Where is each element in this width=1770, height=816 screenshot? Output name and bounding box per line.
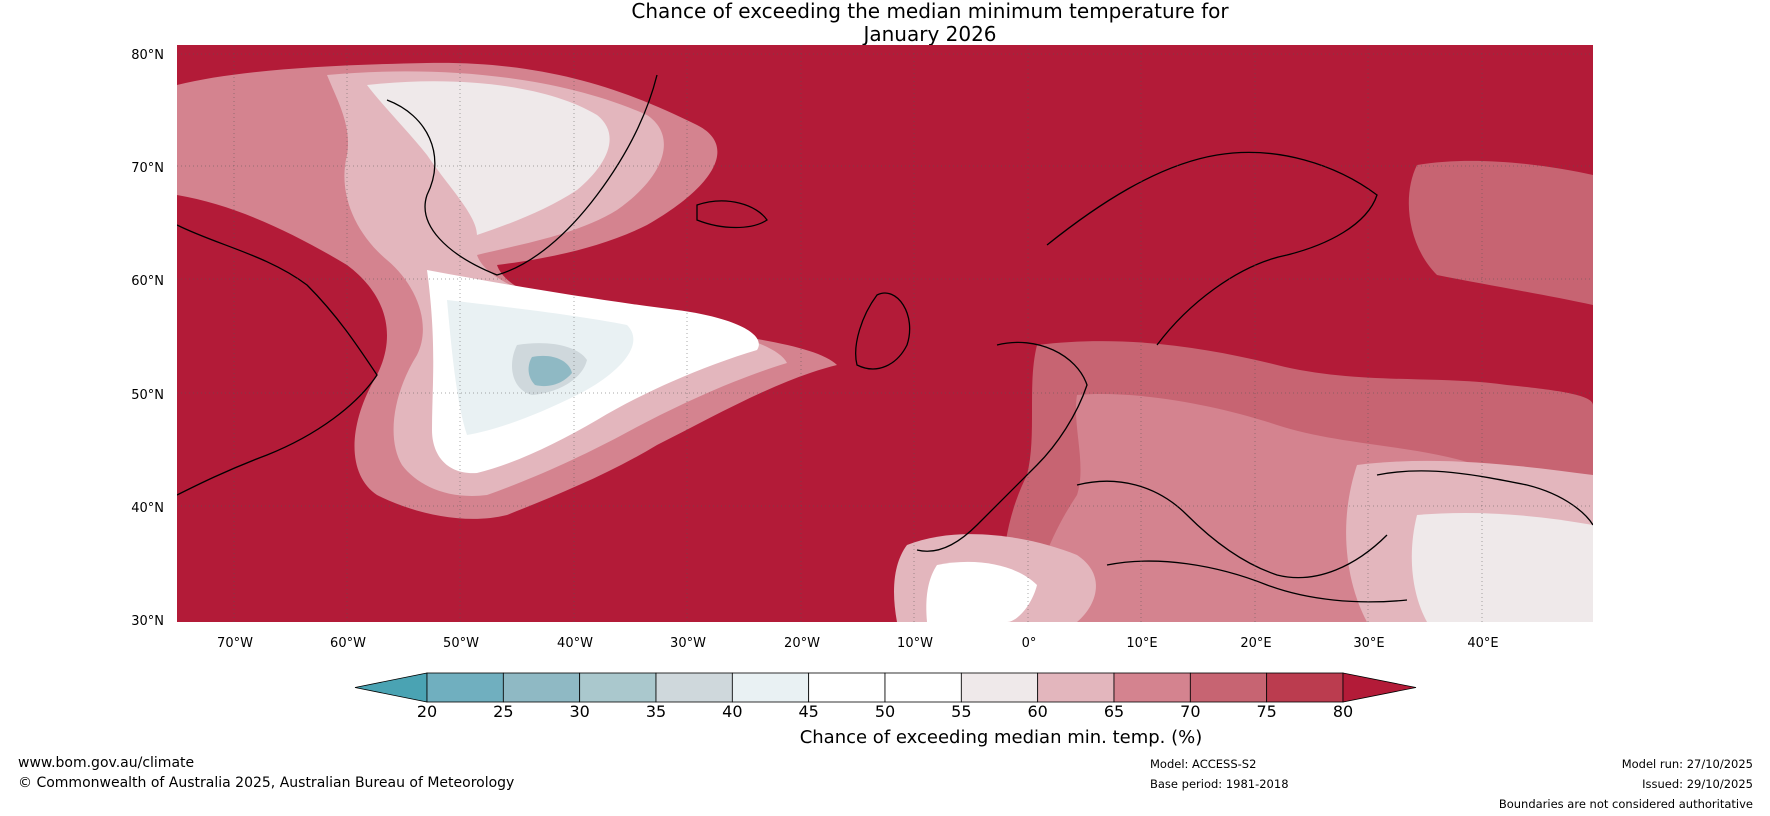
footer-website[interactable]: www.bom.gov.au/climate [18,755,195,771]
colorbar-tick-label: 25 [493,702,514,721]
colorbar-cell [426,672,504,703]
lat-label-50n: 50°N [131,388,164,403]
lon-label-20e: 20°E [1240,636,1272,651]
footer-model: Model: ACCESS-S2 [1150,757,1257,771]
lat-label-80n: 80°N [131,48,164,63]
colorbar-tick-label: 70 [1180,702,1201,721]
colorbar-extend-low [354,672,428,703]
colorbar-cell [502,672,581,703]
colorbar-tick-label: 40 [722,702,743,721]
lat-label-70n: 70°N [131,161,164,176]
colorbar-extend-high [1342,672,1417,703]
colorbar-cell [731,672,810,703]
map-svg [177,45,1593,622]
colorbar-cells [354,672,1417,703]
colorbar-cell [1189,672,1268,703]
lon-label-40e: 40°E [1467,636,1499,651]
colorbar-cell [884,672,962,703]
colorbar-tick-label: 30 [569,702,590,721]
lon-label-0: 0° [1021,636,1037,651]
lon-label-70w: 70°W [217,636,253,651]
colorbar-tick-label: 55 [951,702,972,721]
colorbar-cell [1113,672,1191,703]
lon-label-30w: 30°W [670,636,706,651]
colorbar-cell [1266,672,1344,703]
footer-copyright: © Commonwealth of Australia 2025, Austra… [18,775,515,791]
colorbar-tick-label: 75 [1256,702,1277,721]
map-title: Chance of exceeding the median minimum t… [0,0,1770,46]
colorbar-tick-label: 80 [1332,702,1354,721]
colorbar-tick-label: 35 [645,702,667,721]
lat-label-60n: 60°N [131,274,164,289]
map-area[interactable] [177,45,1593,622]
footer-issued: Issued: 29/10/2025 [1642,777,1753,791]
title-line-2: January 2026 [863,22,997,46]
colorbar-tick-label: 20 [416,702,438,721]
lon-label-20w: 20°W [784,636,820,651]
colorbar-label: Chance of exceeding median min. temp. (%… [799,727,1203,748]
colorbar-tick-label: 60 [1027,702,1048,721]
lat-label-30n: 30°N [131,614,164,629]
lon-label-30e: 30°E [1353,636,1385,651]
lat-label-40n: 40°N [131,501,164,516]
lon-label-60w: 60°W [330,636,366,651]
colorbar-cell [655,672,733,703]
footer-model-run: Model run: 27/10/2025 [1621,757,1753,771]
colorbar-cell [579,672,657,703]
lon-label-10e: 10°E [1126,636,1158,651]
footer-base-period: Base period: 1981-2018 [1150,777,1289,791]
colorbar-tick-label: 50 [874,702,896,721]
colorbar-tick-label: 65 [1103,702,1125,721]
lon-label-40w: 40°W [557,636,593,651]
colorbar-cell [1037,672,1115,703]
colorbar-cell [960,672,1039,703]
footer-disclaimer: Boundaries are not considered authoritat… [1498,797,1753,811]
colorbar-tick-label: 45 [798,702,819,721]
title-line-1: Chance of exceeding the median minimum t… [631,0,1229,23]
lon-label-10w: 10°W [897,636,933,651]
lon-label-50w: 50°W [443,636,479,651]
colorbar-cell [808,672,886,703]
